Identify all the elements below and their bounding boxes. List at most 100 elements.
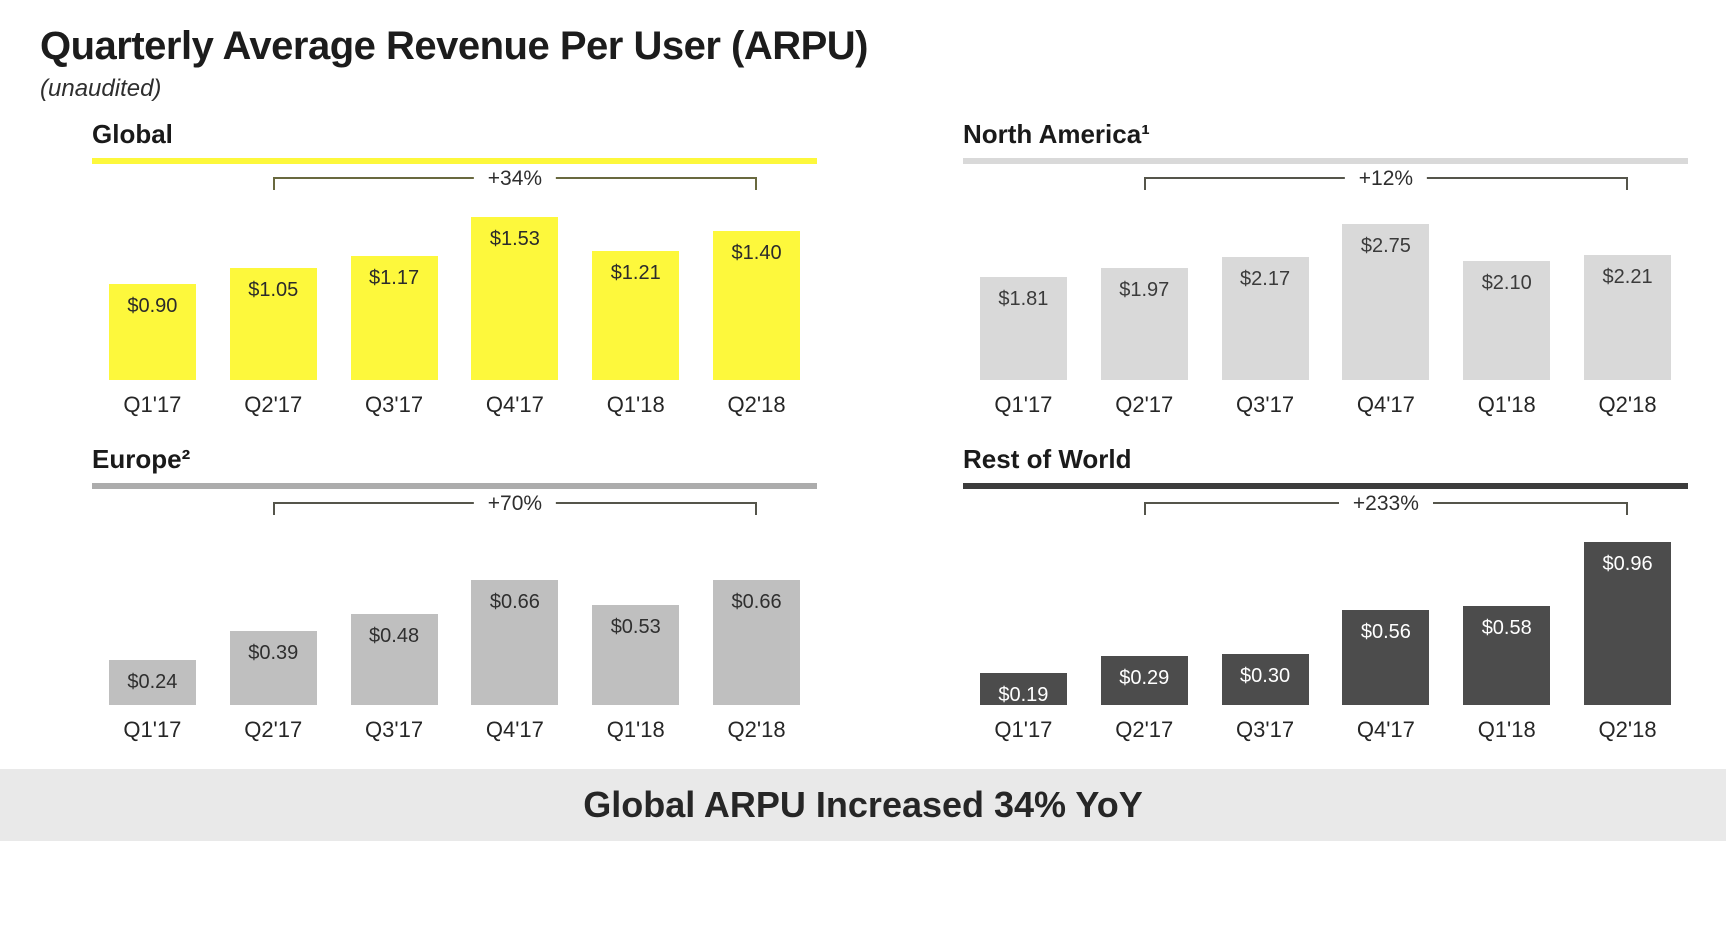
bar-value-label: $1.81: [998, 288, 1049, 310]
chart-title-global: Global: [92, 119, 173, 149]
chart-title-north-america: North America¹: [963, 119, 1150, 149]
chart-title-rest-of-world: Rest of World: [963, 444, 1132, 474]
x-axis-labels: Q1'17 Q2'17 Q3'17 Q4'17 Q1'18 Q2'18: [963, 392, 1688, 418]
bar-value-label: $0.30: [1240, 665, 1291, 687]
bar-value-label: $2.17: [1240, 268, 1291, 290]
bar-Q1'18: $1.21: [592, 251, 680, 380]
bar-slot: $2.21: [1567, 210, 1688, 380]
x-axis-label: Q1'17: [123, 717, 182, 742]
x-axis-label: Q2'17: [1115, 717, 1174, 742]
bar-slot: $0.66: [696, 535, 817, 705]
bar-Q2'18: $0.96: [1584, 542, 1672, 705]
yoy-change-label: +70%: [473, 490, 557, 517]
bar-value-label: $0.58: [1481, 617, 1532, 639]
bar-Q1'17: $0.24: [108, 660, 196, 705]
bar-Q2'17: $1.97: [1100, 268, 1188, 380]
bar-value-label: $0.19: [998, 684, 1049, 706]
bar-value-label: $0.48: [369, 625, 420, 647]
bar-value-label: $1.21: [610, 262, 661, 284]
x-axis-label: Q1'17: [123, 392, 182, 417]
chart-plot-global: +34% $0.90 $1.05 $1.17 $1.53 $1.21 $1.40 Q1'17 Q…: [92, 164, 817, 418]
chart-plot-north-america: +12% $1.81 $1.97 $2.17 $2.75 $2.10 $2.21 Q1'17 Q…: [963, 164, 1688, 418]
bar-value-label: $2.10: [1481, 272, 1532, 294]
x-axis-labels: Q1'17 Q2'17 Q3'17 Q4'17 Q1'18 Q2'18: [963, 717, 1688, 743]
bar-Q1'18: $2.10: [1463, 261, 1551, 380]
page-subtitle: (unaudited): [40, 75, 162, 102]
bar-Q1'18: $0.53: [592, 605, 680, 705]
bars-row: $0.90 $1.05 $1.17 $1.53 $1.21 $1.40: [92, 210, 817, 380]
yoy-bracket: +233%: [1144, 490, 1628, 517]
yoy-annotation: +70%: [92, 489, 817, 535]
x-axis-label: Q3'17: [365, 717, 424, 742]
page-title: Quarterly Average Revenue Per User (ARPU…: [40, 24, 868, 68]
x-axis-label: Q3'17: [1236, 392, 1295, 417]
yoy-annotation: +34%: [92, 164, 817, 210]
x-axis-label: Q4'17: [485, 717, 544, 742]
bar-value-label: $0.29: [1119, 667, 1170, 689]
yoy-change-label: +34%: [473, 165, 557, 192]
bar-value-label: $0.66: [731, 591, 782, 613]
chart-title-europe: Europe²: [92, 444, 191, 474]
x-axis-label: Q2'17: [244, 717, 303, 742]
bar-slot: $1.17: [334, 210, 455, 380]
yoy-annotation: +233%: [963, 489, 1688, 535]
chart-underline-rest-of-world: [963, 483, 1688, 489]
yoy-bracket: +34%: [273, 165, 757, 192]
bar-Q4'17: $1.53: [471, 217, 559, 380]
bar-value-label: $2.75: [1360, 235, 1411, 257]
bar-slot: $1.97: [1084, 210, 1205, 380]
bar-slot: $0.48: [334, 535, 455, 705]
bars-row: $0.24 $0.39 $0.48 $0.66 $0.53 $0.66: [92, 535, 817, 705]
bar-Q4'17: $0.56: [1342, 610, 1430, 705]
bar-slot: $0.24: [92, 535, 213, 705]
x-axis-label: Q3'17: [365, 392, 424, 417]
bars-row: $0.19 $0.29 $0.30 $0.56 $0.58 $0.96: [963, 535, 1688, 706]
footer-banner: Global ARPU Increased 34% YoY: [0, 769, 1726, 841]
bar-Q1'18: $0.58: [1463, 606, 1551, 705]
chart-underline-global: [92, 158, 817, 164]
x-axis-labels: Q1'17 Q2'17 Q3'17 Q4'17 Q1'18 Q2'18: [92, 717, 817, 743]
bar-Q2'17: $0.29: [1100, 656, 1188, 705]
x-axis-label: Q1'17: [994, 717, 1053, 742]
bar-slot: $0.56: [1325, 535, 1446, 705]
bar-slot: $2.75: [1325, 210, 1446, 380]
bar-Q2'18: $1.40: [713, 231, 801, 380]
chart-underline-europe: [92, 483, 817, 489]
chart-plot-europe: +70% $0.24 $0.39 $0.48 $0.66 $0.53 $0.66 Q1'17 Q…: [92, 489, 817, 743]
x-axis-label: Q4'17: [1356, 717, 1415, 742]
bar-value-label: $0.56: [1360, 621, 1411, 643]
chart-rest-of-world: Rest of World +233% $0.19 $0.29 $0.30 $0.56 $…: [963, 444, 1688, 743]
footer-text: Global ARPU Increased 34% YoY: [583, 784, 1143, 825]
bar-Q4'17: $0.66: [471, 580, 559, 705]
bar-Q1'17: $0.19: [979, 673, 1067, 706]
chart-underline-north-america: [963, 158, 1688, 164]
bar-value-label: $1.53: [489, 228, 540, 250]
bar-value-label: $0.24: [127, 671, 178, 693]
x-axis-label: Q1'17: [994, 392, 1053, 417]
bar-slot: $0.96: [1567, 535, 1688, 705]
charts-grid: Global +34% $0.90 $1.05 $1.17 $1.53 $1.21 $1.4…: [92, 119, 1688, 743]
x-axis-label: Q1'18: [1477, 392, 1536, 417]
bar-value-label: $0.96: [1602, 553, 1653, 575]
bar-Q3'17: $0.48: [350, 614, 438, 705]
bar-slot: $0.29: [1084, 535, 1205, 705]
bar-slot: $0.58: [1446, 535, 1567, 705]
yoy-bracket: +12%: [1144, 165, 1628, 192]
x-axis-label: Q2'18: [1598, 392, 1657, 417]
bar-slot: $1.40: [696, 210, 817, 380]
x-axis-label: Q1'18: [606, 392, 665, 417]
bar-Q3'17: $0.30: [1221, 654, 1309, 705]
bar-value-label: $0.39: [248, 642, 299, 664]
x-axis-label: Q2'18: [727, 392, 786, 417]
yoy-annotation: +12%: [963, 164, 1688, 210]
bar-slot: $0.90: [92, 210, 213, 380]
bar-Q4'17: $2.75: [1342, 224, 1430, 380]
bar-Q2'18: $2.21: [1584, 255, 1672, 380]
x-axis-label: Q4'17: [1356, 392, 1415, 417]
bar-slot: $0.66: [454, 535, 575, 705]
bars-row: $1.81 $1.97 $2.17 $2.75 $2.10 $2.21: [963, 210, 1688, 380]
chart-europe: Europe² +70% $0.24 $0.39 $0.48 $0.66 $0.53 $0.…: [92, 444, 817, 743]
chart-global: Global +34% $0.90 $1.05 $1.17 $1.53 $1.21 $1.4…: [92, 119, 817, 418]
x-axis-label: Q1'18: [1477, 717, 1536, 742]
bar-value-label: $2.21: [1602, 266, 1653, 288]
